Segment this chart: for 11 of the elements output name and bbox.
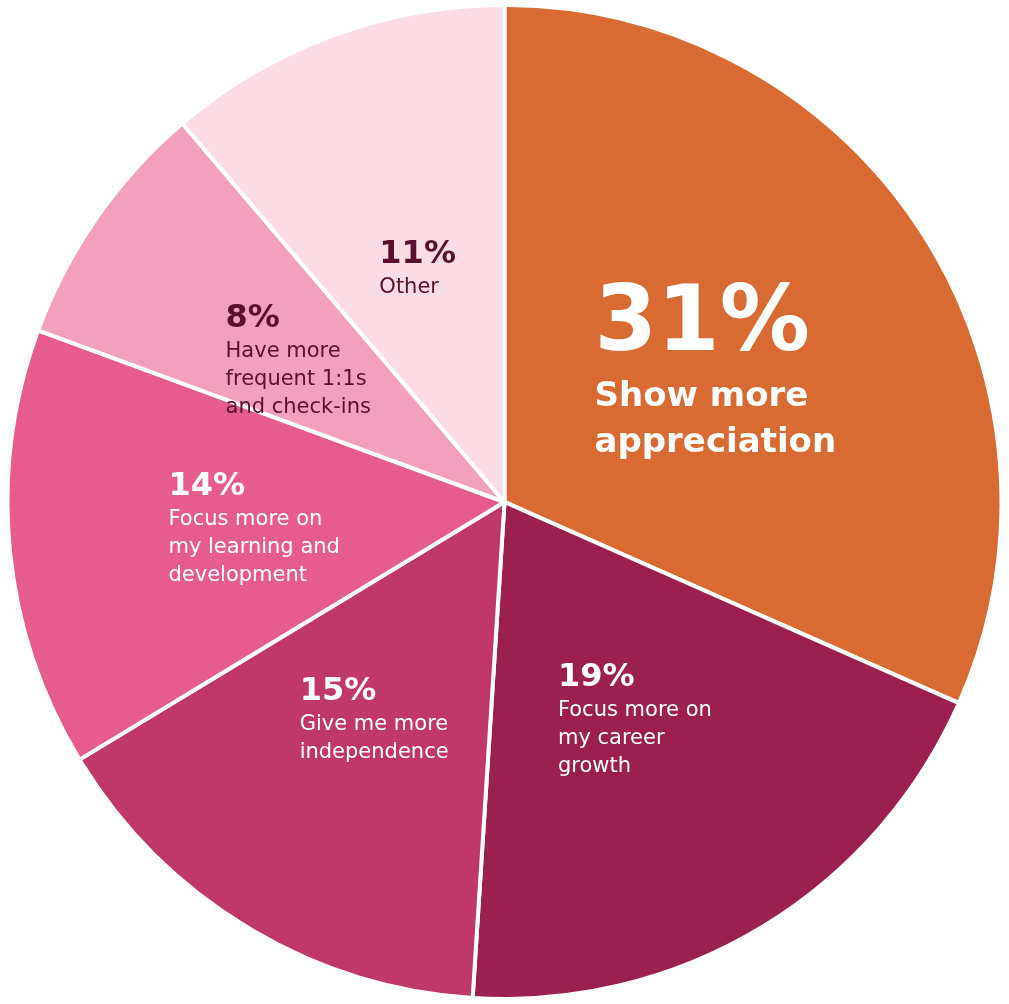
slice-label: Other: [379, 273, 440, 298]
data-label: 15%: [299, 670, 377, 709]
slice-label: Focus more on my career growth: [557, 697, 712, 778]
slice-label: Focus more on my learning and development: [168, 506, 340, 587]
data-label: 19%: [557, 656, 635, 695]
data-label: 8%: [225, 297, 280, 336]
data-label: 14%: [168, 465, 246, 504]
data-label: 31%: [594, 266, 810, 372]
slice-label: Give me more independence: [299, 711, 449, 764]
data-label: 11%: [379, 232, 456, 271]
slice-label: Show more appreciation: [594, 373, 837, 460]
